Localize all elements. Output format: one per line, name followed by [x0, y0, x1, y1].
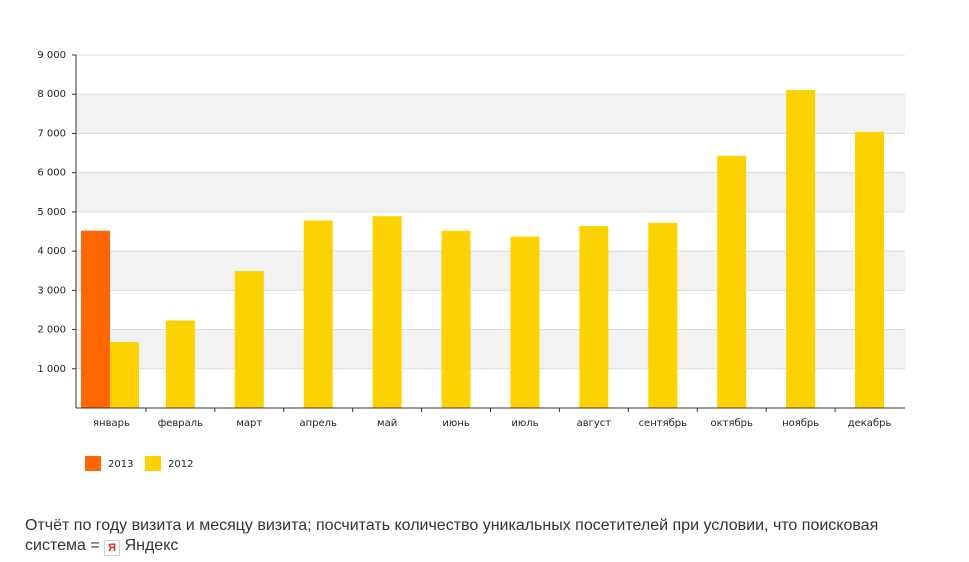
bar-2012-декабрь [855, 131, 885, 408]
plot-band [76, 329, 905, 369]
bar-2012-июль [510, 236, 540, 408]
y-tick-label: 3 000 [37, 285, 66, 296]
legend-label-2012: 2012 [168, 459, 193, 470]
y-tick-label: 4 000 [37, 246, 66, 257]
bar-2012-июнь [441, 230, 471, 408]
axes [72, 54, 905, 412]
legend-swatch-2012 [145, 456, 161, 471]
x-tick-label: январь [93, 418, 130, 429]
bar-2012-март [234, 271, 264, 408]
x-tick-label: август [577, 418, 612, 429]
y-tick-labels: 1 000 2 000 3 000 4 000 5 000 6 000 7 000 8 000… [37, 50, 66, 375]
search-engine-name: Яндекс [124, 537, 179, 554]
plot-band [76, 172, 905, 212]
bar-2012-октябрь [717, 155, 747, 408]
y-tick-label: 6 000 [37, 168, 66, 179]
bar-2012-апрель [303, 220, 333, 408]
x-tick-labels: январь февраль март апрель май июнь июль август… [93, 418, 891, 429]
x-tick-label: июль [511, 418, 538, 429]
x-tick-label: апрель [299, 418, 337, 429]
legend-label-2013: 2013 [108, 459, 133, 470]
plot-band [76, 251, 905, 291]
plot-bands [76, 94, 905, 369]
x-tick-label: февраль [158, 418, 203, 429]
y-tick-label: 5 000 [37, 207, 66, 218]
y-tick-label: 8 000 [37, 89, 66, 100]
x-tick-label: март [236, 418, 262, 429]
legend-swatch-2013 [85, 456, 101, 471]
x-tick-label: май [377, 418, 397, 429]
legend: 2013 2012 [85, 456, 193, 471]
y-tick-label: 7 000 [37, 128, 66, 139]
bar-2012-сентябрь [648, 222, 678, 408]
bar-2012-январь [110, 342, 139, 408]
x-tick-label: ноябрь [782, 418, 819, 429]
bar-2013-январь [81, 230, 110, 408]
x-tick-label: декабрь [848, 418, 892, 429]
bar-2012-ноябрь [786, 89, 816, 408]
bars [81, 89, 885, 408]
x-tick-label: октябрь [710, 418, 753, 429]
y-tick-label: 1 000 [37, 364, 66, 375]
report-caption: Отчёт по году визита и месяцу визита; по… [25, 516, 935, 556]
y-tick-label: 2 000 [37, 325, 66, 336]
bar-2012-февраль [165, 320, 195, 408]
plot-band [76, 94, 905, 134]
yandex-icon: Я [104, 540, 121, 556]
y-tick-label: 9 000 [37, 50, 66, 61]
grid-lines [76, 54, 905, 370]
x-tick-label: сентябрь [639, 418, 688, 429]
x-tick-label: июнь [442, 418, 469, 429]
bar-chart: 1 000 2 000 3 000 4 000 5 000 6 000 7 000 8 000… [37, 50, 905, 471]
bar-2012-май [372, 216, 402, 408]
caption-text: Отчёт по году визита и месяцу визита; по… [25, 517, 879, 554]
bar-2012-август [579, 226, 609, 408]
